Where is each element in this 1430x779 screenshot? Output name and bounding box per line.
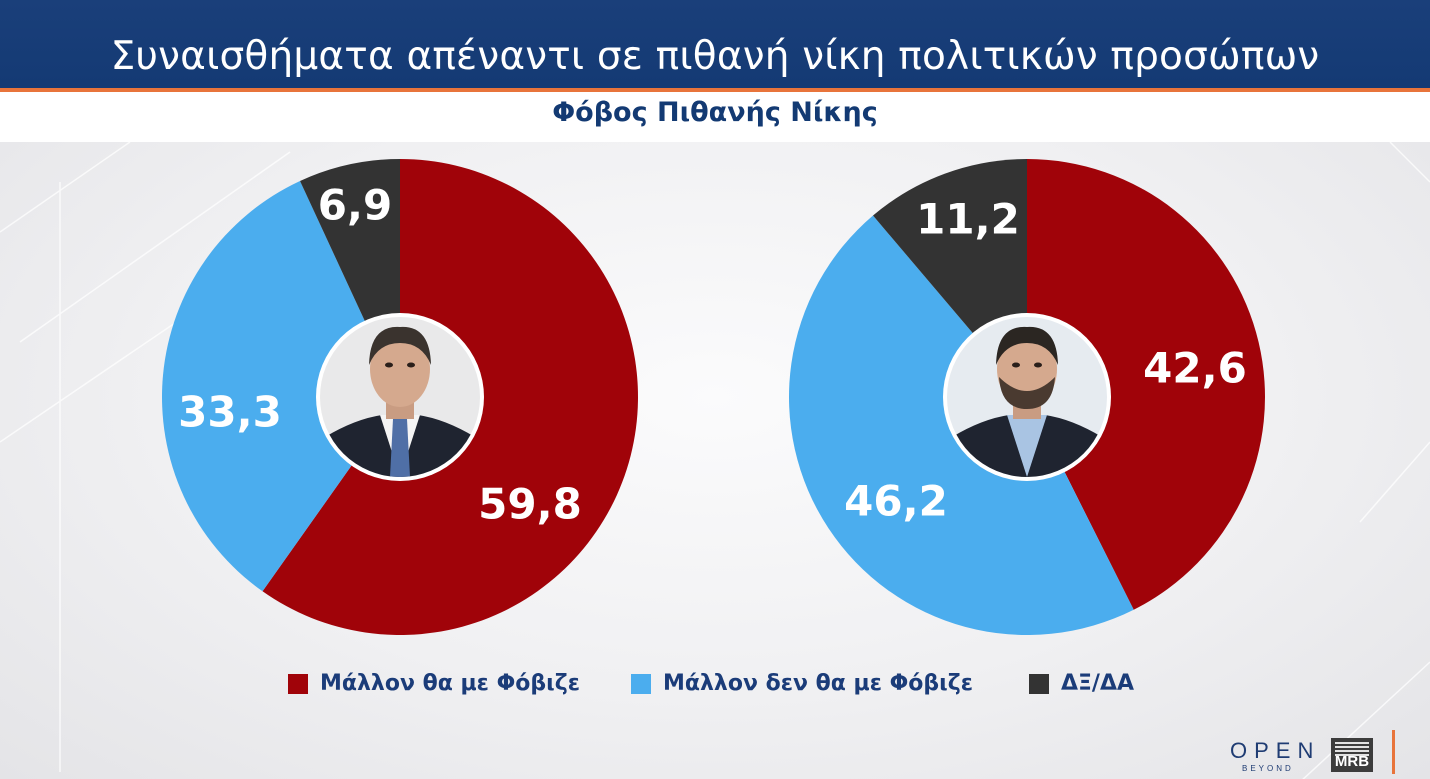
accent-divider bbox=[0, 88, 1430, 92]
mrb-logo: MRB bbox=[1331, 738, 1373, 772]
donut-2-label-no-fear: 46,2 bbox=[844, 477, 948, 526]
politician-portrait-1-icon bbox=[320, 317, 480, 477]
donut-2-label-dk: 11,2 bbox=[916, 195, 1020, 244]
legend-item-dk: ΔΞ/ΔΑ bbox=[1029, 671, 1134, 696]
donut-chart-2: 42,6 46,2 11,2 bbox=[788, 159, 1266, 636]
chart-legend: Μάλλον θα με Φόβιζε Μάλλον δεν θα με Φόβ… bbox=[0, 671, 1430, 701]
donut-1-label-dk: 6,9 bbox=[318, 181, 392, 230]
legend-item-no-fear: Μάλλον δεν θα με Φόβιζε bbox=[631, 671, 973, 696]
mrb-logo-text: MRB bbox=[1334, 753, 1370, 770]
donut-1-label-fear: 59,8 bbox=[478, 480, 582, 529]
logo-divider bbox=[1392, 730, 1395, 774]
legend-swatch-fear bbox=[288, 673, 308, 694]
page-title: Συναισθήματα απέναντι σε πιθανή νίκη πολ… bbox=[110, 34, 1320, 79]
donut-1-label-no-fear: 33,3 bbox=[178, 388, 282, 437]
legend-item-fear: Μάλλον θα με Φόβιζε bbox=[288, 671, 580, 696]
open-logo-subtitle: BEYOND bbox=[1242, 764, 1294, 773]
mrb-logo-stripes bbox=[1335, 742, 1369, 756]
open-logo: OPEN bbox=[1230, 738, 1321, 763]
subtitle-bar bbox=[0, 92, 1430, 142]
donut-chart-1: 59,8 33,3 6,9 bbox=[161, 159, 638, 635]
legend-label-dk: ΔΞ/ΔΑ bbox=[1061, 671, 1135, 696]
legend-swatch-dk bbox=[1029, 673, 1049, 694]
donut-2-label-fear: 42,6 bbox=[1143, 344, 1247, 393]
politician-portrait-2-icon bbox=[947, 317, 1107, 477]
chart-subtitle: Φόβος Πιθανής Νίκης bbox=[552, 97, 878, 128]
legend-label-no-fear: Μάλλον δεν θα με Φόβιζε bbox=[663, 671, 973, 696]
donut-1-slice-no-fear bbox=[161, 181, 400, 592]
legend-swatch-no-fear bbox=[631, 673, 651, 694]
legend-label-fear: Μάλλον θα με Φόβιζε bbox=[320, 671, 580, 696]
donut-2-slice-fear bbox=[1027, 159, 1266, 610]
header-bar bbox=[0, 0, 1430, 88]
